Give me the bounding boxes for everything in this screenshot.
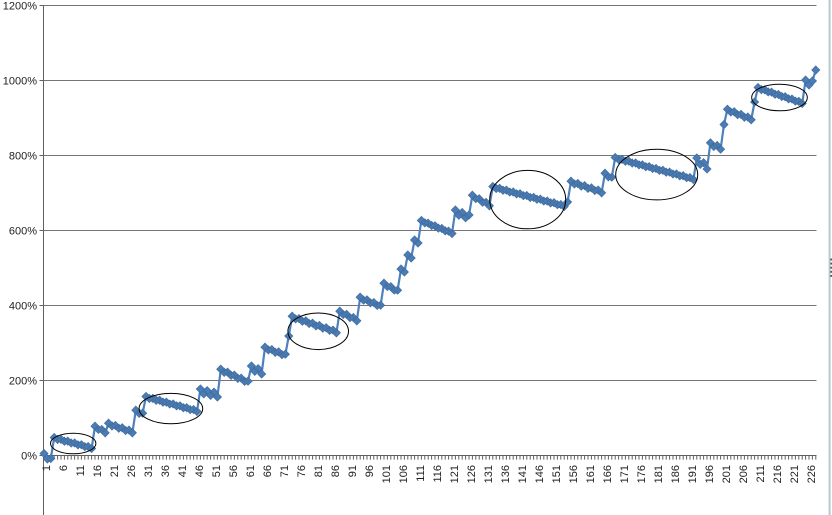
svg-text:86: 86: [330, 465, 342, 477]
svg-text:106: 106: [398, 465, 410, 483]
svg-text:186: 186: [670, 465, 682, 483]
svg-text:156: 156: [568, 465, 580, 483]
svg-text:211: 211: [755, 465, 767, 483]
svg-text:151: 151: [551, 465, 563, 483]
svg-text:146: 146: [534, 465, 546, 483]
svg-text:171: 171: [619, 465, 631, 483]
svg-text:91: 91: [347, 465, 359, 477]
svg-text:221: 221: [789, 465, 801, 483]
svg-text:1200%: 1200%: [3, 1, 37, 13]
svg-text:116: 116: [432, 465, 444, 483]
svg-text:166: 166: [602, 465, 614, 483]
svg-text:66: 66: [262, 465, 274, 477]
svg-text:126: 126: [466, 465, 478, 483]
svg-text:36: 36: [160, 465, 172, 477]
svg-text:400%: 400%: [9, 301, 37, 313]
svg-text:41: 41: [177, 465, 189, 477]
svg-text:61: 61: [245, 465, 257, 477]
svg-text:800%: 800%: [9, 151, 37, 163]
svg-text:111: 111: [415, 465, 427, 482]
svg-text:226: 226: [806, 465, 818, 483]
svg-text:161: 161: [585, 465, 597, 483]
svg-text:0%: 0%: [21, 451, 37, 463]
svg-text:201: 201: [721, 465, 733, 483]
svg-text:101: 101: [381, 465, 393, 483]
svg-text:121: 121: [449, 465, 461, 483]
svg-text:181: 181: [653, 465, 665, 483]
svg-text:141: 141: [517, 465, 529, 483]
svg-text:200%: 200%: [9, 376, 37, 388]
svg-text:191: 191: [687, 465, 699, 483]
svg-text:46: 46: [194, 465, 206, 477]
svg-text:16: 16: [92, 465, 104, 477]
svg-text:176: 176: [636, 465, 648, 483]
svg-text:21: 21: [109, 465, 121, 477]
svg-text:76: 76: [296, 465, 308, 477]
svg-text:56: 56: [228, 465, 240, 477]
svg-text:71: 71: [279, 465, 291, 477]
svg-text:1: 1: [41, 465, 53, 471]
svg-text:11: 11: [75, 465, 87, 476]
svg-text:196: 196: [704, 465, 716, 483]
svg-text:81: 81: [313, 465, 325, 477]
svg-text:96: 96: [364, 465, 376, 477]
svg-text:600%: 600%: [9, 226, 37, 238]
svg-text:216: 216: [772, 465, 784, 483]
svg-text:131: 131: [483, 465, 495, 483]
svg-text:51: 51: [211, 465, 223, 477]
svg-text:31: 31: [143, 465, 155, 477]
svg-text:26: 26: [126, 465, 138, 477]
svg-text:6: 6: [58, 465, 70, 471]
svg-text:206: 206: [738, 465, 750, 483]
svg-text:1000%: 1000%: [3, 76, 37, 88]
svg-text:136: 136: [500, 465, 512, 483]
